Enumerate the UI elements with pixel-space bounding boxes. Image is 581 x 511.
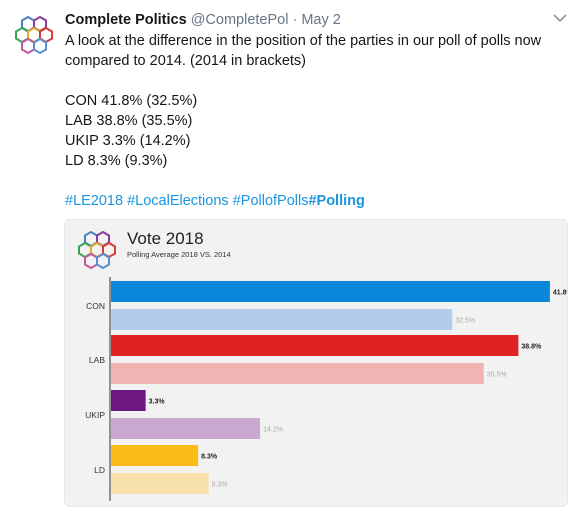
hashtag-pollofpolls[interactable]: #PollofPolls: [232, 193, 309, 209]
chart-subtitle: Polling Average 2018 VS. 2014: [127, 250, 231, 259]
tweet-media-chart[interactable]: Vote 2018 Polling Average 2018 VS. 2014 …: [64, 219, 568, 507]
category-label-con: CON: [86, 301, 105, 311]
result-lab: LAB 38.8% (35.5%): [65, 113, 193, 129]
bar-lab-current: [111, 335, 519, 356]
result-ukip: UKIP 3.3% (14.2%): [65, 133, 191, 149]
hashtag-le2018[interactable]: #LE2018: [65, 193, 124, 209]
chart-title: Vote 2018: [127, 229, 204, 248]
author-name[interactable]: Complete Politics: [65, 12, 187, 28]
bar-lab-previous: [111, 363, 484, 384]
result-con: CON 41.8% (32.5%): [65, 93, 198, 109]
bar-ld-previous: [111, 473, 209, 494]
hashtag-polling[interactable]: #Polling: [308, 193, 365, 209]
tweet-text: A look at the difference in the position…: [65, 31, 565, 211]
value-label-ukip-previous: 14.2%: [263, 427, 283, 434]
value-label-ld-current: 8.3%: [201, 454, 218, 461]
chevron-down-icon[interactable]: [553, 13, 567, 23]
bar-ld-current: [111, 445, 199, 466]
bar-chart: CON 41.8% 32.5% LAB 38.8% 35.5% UKIP 3.3% 14.2% L…: [85, 277, 567, 501]
separator: ·: [292, 12, 298, 28]
bar-ukip-current: [111, 390, 146, 411]
value-label-ukip-current: 3.3%: [149, 399, 166, 406]
value-label-con-current: 41.8%: [553, 290, 567, 297]
tweet-header: Complete Politics @CompletePol · May 2: [65, 10, 341, 30]
value-label-lab-previous: 35.5%: [487, 372, 507, 379]
bar-con-current: [111, 281, 550, 302]
tweet-text-intro: A look at the difference in the position…: [65, 33, 542, 69]
bar-con-previous: [111, 309, 453, 330]
bar-ukip-previous: [111, 418, 261, 439]
value-label-ld-previous: 9.3%: [212, 482, 228, 489]
hashtag-localelections[interactable]: #LocalElections: [127, 193, 229, 209]
category-label-ukip: UKIP: [85, 410, 105, 420]
hashtags: #LE2018 #LocalElections #PollofPolls#Pol…: [65, 191, 565, 211]
author-handle[interactable]: @CompletePol: [190, 12, 289, 28]
value-label-lab-current: 38.8%: [521, 344, 542, 351]
category-label-lab: LAB: [89, 355, 105, 365]
chart-logo-icon: [78, 230, 116, 270]
avatar[interactable]: [10, 11, 58, 59]
tweet-date[interactable]: May 2: [301, 12, 341, 28]
value-label-con-previous: 32.5%: [455, 318, 475, 325]
category-label-ld: LD: [94, 465, 105, 475]
hexagon-logo-icon: [15, 15, 53, 55]
result-ld: LD 8.3% (9.3%): [65, 153, 168, 169]
